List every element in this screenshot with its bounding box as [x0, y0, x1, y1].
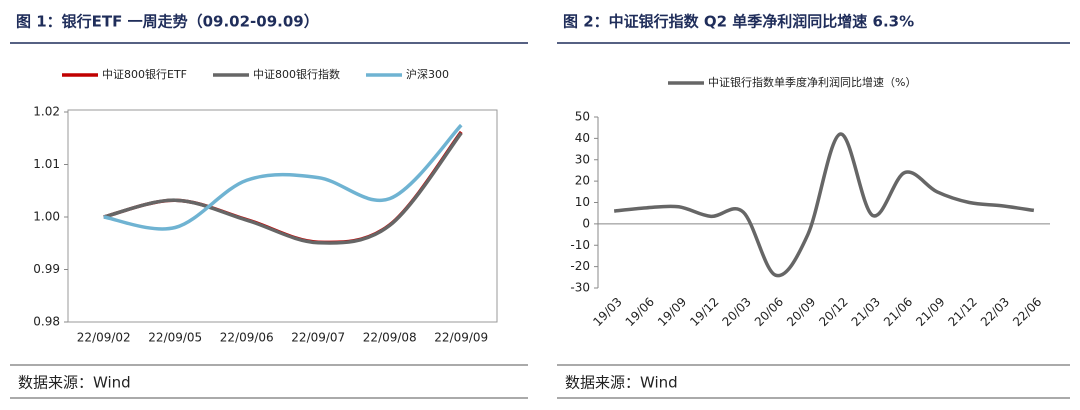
chart-title: 图 1：银行ETF 一周走势（09.02-09.09）: [16, 13, 319, 31]
y-tick-label: 1.00: [33, 210, 60, 224]
source-note: 数据来源：Wind: [18, 374, 131, 392]
x-tick-label: 22/03: [978, 295, 1012, 329]
x-tick-label: 20/06: [752, 295, 786, 329]
y-tick-label: 50: [575, 110, 590, 124]
y-tick-label: 1.02: [33, 105, 60, 119]
y-tick-label: 0.98: [33, 315, 60, 329]
x-tick-label: 21/06: [881, 295, 915, 329]
x-tick-label: 22/09/06: [220, 331, 274, 345]
y-tick-label: 10: [575, 195, 590, 209]
x-tick-label: 19/09: [655, 295, 689, 329]
x-tick-label: 21/09: [913, 295, 947, 329]
x-tick-label: 22/09/02: [77, 331, 131, 345]
plot-frame: [67, 109, 498, 323]
x-tick-label: 20/12: [816, 295, 850, 329]
x-tick-label: 22/09/08: [363, 331, 417, 345]
legend-label: 中证800银行指数: [253, 67, 340, 81]
x-tick-label: 19/03: [590, 295, 624, 329]
x-tick-label: 20/03: [720, 295, 754, 329]
x-tick-label: 22/09/09: [434, 331, 488, 345]
x-tick-label: 22/09/07: [291, 331, 345, 345]
x-tick-label: 19/12: [687, 295, 721, 329]
legend-label: 中证800银行ETF: [102, 67, 187, 81]
series-line: [613, 132, 1035, 278]
source-note: 数据来源：Wind: [565, 374, 678, 392]
y-tick-label: -20: [570, 259, 590, 273]
y-tick-label: 20: [575, 174, 590, 188]
legend-label: 沪深300: [406, 67, 449, 81]
legend-label: 中证银行指数单季度净利润同比增速（%）: [708, 75, 916, 89]
y-tick-label: 0: [582, 216, 590, 230]
y-tick-label: -30: [570, 281, 590, 295]
series-line: [103, 123, 463, 231]
series-line: [103, 131, 463, 245]
y-tick-label: 0.99: [33, 262, 60, 276]
y-tick-label: 30: [575, 152, 590, 166]
y-tick-label: 40: [575, 131, 590, 145]
x-tick-label: 19/06: [623, 295, 657, 329]
x-tick-label: 21/03: [849, 295, 883, 329]
x-tick-label: 22/06: [1010, 295, 1044, 329]
chart-title: 图 2：中证银行指数 Q2 单季净利润同比增速 6.3%: [563, 13, 914, 31]
x-tick-label: 22/09/05: [148, 331, 202, 345]
y-tick-label: -10: [570, 238, 590, 252]
x-tick-label: 21/12: [946, 295, 980, 329]
x-tick-label: 20/09: [784, 295, 818, 329]
y-tick-label: 1.01: [33, 157, 60, 171]
